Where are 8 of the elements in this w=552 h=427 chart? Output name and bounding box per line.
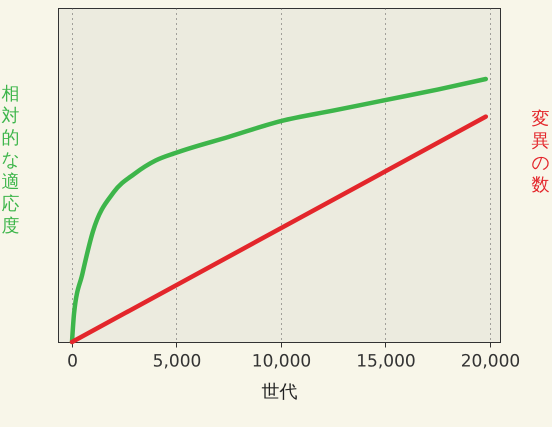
y-axis-title: 相対的な適応度 xyxy=(2,84,20,236)
x-tick-label: 15,000 xyxy=(356,352,416,372)
x-tick-label: 20,000 xyxy=(460,352,520,372)
x-axis-title: 世代 xyxy=(262,382,298,402)
y2-axis-title: 変異の数 xyxy=(532,108,550,196)
x-tick-label: 0 xyxy=(67,352,78,372)
x-tick-label: 10,000 xyxy=(252,352,312,372)
x-tick-label: 5,000 xyxy=(152,352,202,372)
